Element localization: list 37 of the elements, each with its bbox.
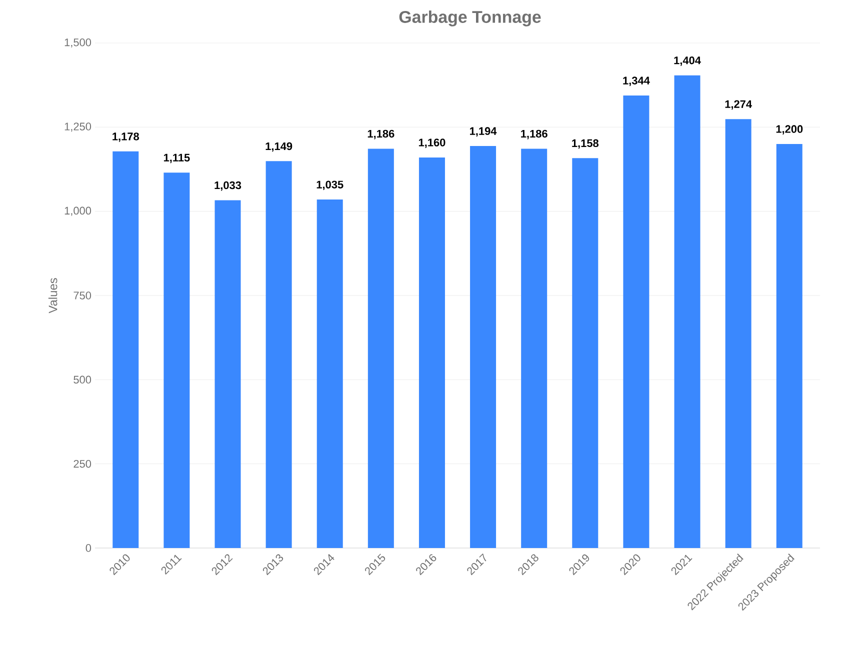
- bar: [674, 75, 700, 548]
- bar: [112, 151, 139, 548]
- data-label: 1,033: [214, 181, 242, 191]
- data-label: 1,404: [674, 56, 701, 66]
- y-tick-label: 0: [86, 544, 92, 552]
- y-tick-label: 1,500: [64, 38, 92, 48]
- y-tick-label: 1,000: [64, 206, 92, 216]
- bar: [725, 119, 752, 548]
- bar: [776, 144, 802, 548]
- data-label: 1,194: [470, 127, 497, 137]
- bar: [623, 96, 650, 548]
- data-label: 1,186: [368, 130, 394, 140]
- y-tick-label: 250: [74, 460, 92, 468]
- bar: [214, 200, 241, 548]
- bar: [572, 158, 598, 548]
- bar: [418, 157, 445, 548]
- data-label: 1,160: [418, 138, 446, 148]
- data-label: 1,149: [266, 142, 292, 152]
- data-label: 1,274: [725, 100, 752, 110]
- y-tick-label: 500: [74, 376, 92, 384]
- data-label: 1,178: [112, 132, 139, 142]
- chart-title: Garbage Tonnage: [399, 10, 541, 26]
- y-tick-label: 750: [74, 292, 92, 300]
- data-label: 1,158: [572, 139, 599, 149]
- data-label: 1,115: [164, 154, 190, 164]
- y-tick-label: 1,250: [64, 122, 92, 132]
- data-label: 1,186: [521, 130, 548, 140]
- bar: [266, 161, 292, 548]
- data-label: 1,344: [623, 76, 650, 86]
- bar: [470, 146, 496, 548]
- data-label: 1,035: [316, 180, 344, 190]
- bar: [368, 148, 394, 548]
- bar: [164, 172, 190, 548]
- y-axis-title: Values: [48, 278, 58, 314]
- data-label: 1,200: [776, 125, 803, 135]
- bar: [521, 148, 548, 548]
- bar: [316, 200, 343, 548]
